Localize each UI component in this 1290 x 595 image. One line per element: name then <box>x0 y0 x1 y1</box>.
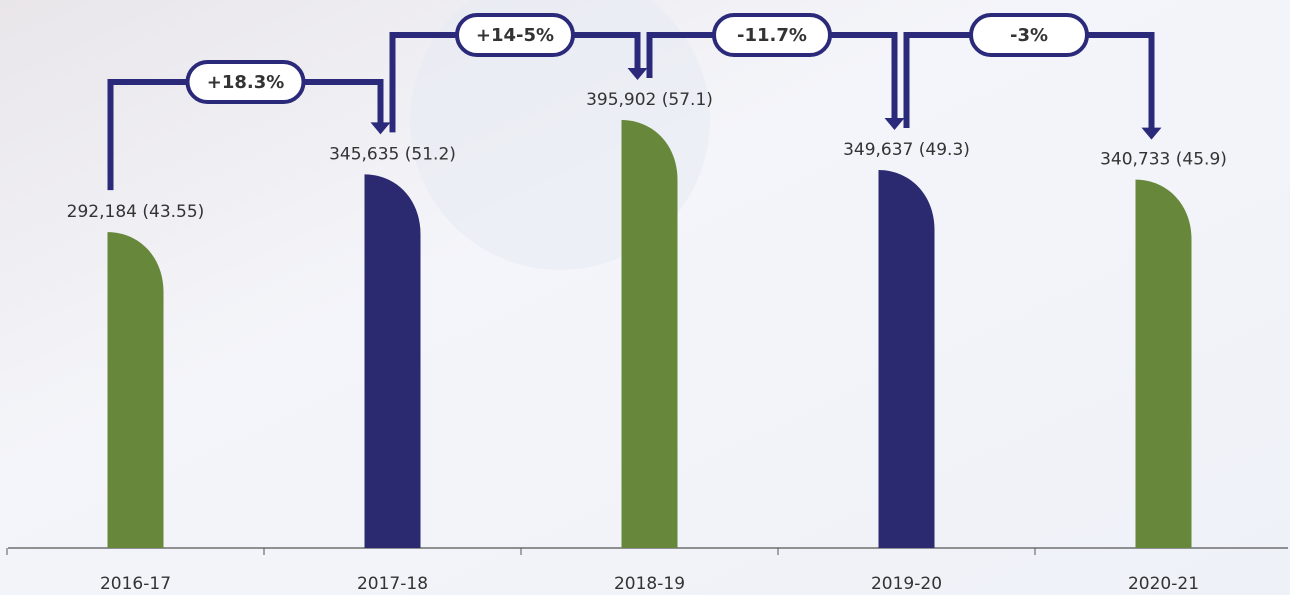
value-label: 349,637 (49.3) <box>843 140 970 160</box>
annotation: +18.3% <box>107 60 391 191</box>
bar <box>364 174 421 549</box>
annotation: -11.7% <box>646 13 905 131</box>
x-tick-label: 2020-21 <box>1128 574 1199 594</box>
x-tick-label: 2017-18 <box>357 574 428 594</box>
bar <box>107 232 164 548</box>
annotation-pill <box>969 13 1089 57</box>
x-tick-label: 2019-20 <box>871 574 942 594</box>
annotation-arrow <box>627 68 648 80</box>
annotation-label: +14-5% <box>476 25 554 46</box>
value-label: 340,733 (45.9) <box>1100 150 1227 170</box>
annotation-pill <box>185 60 306 104</box>
bar <box>878 170 935 548</box>
bar <box>621 120 678 548</box>
annotation-pill <box>712 13 832 57</box>
annotation: -3% <box>903 13 1162 140</box>
annotation-arrow <box>370 122 391 135</box>
annotation: +14-5% <box>389 13 648 133</box>
annotation-pill <box>455 13 575 57</box>
value-label: 345,635 (51.2) <box>329 144 456 164</box>
annotation-label: -11.7% <box>737 25 807 46</box>
x-tick-label: 2016-17 <box>100 574 171 594</box>
annotation-arrow <box>1141 127 1162 140</box>
annotation-label: -3% <box>1010 25 1048 46</box>
annotation-label: +18.3% <box>207 72 285 93</box>
bar <box>1135 179 1192 549</box>
x-tick-label: 2018-19 <box>614 574 685 594</box>
value-label: 292,184 (43.55) <box>67 202 205 222</box>
annotation-arrow <box>884 118 905 131</box>
value-label: 395,902 (57.1) <box>586 90 713 110</box>
